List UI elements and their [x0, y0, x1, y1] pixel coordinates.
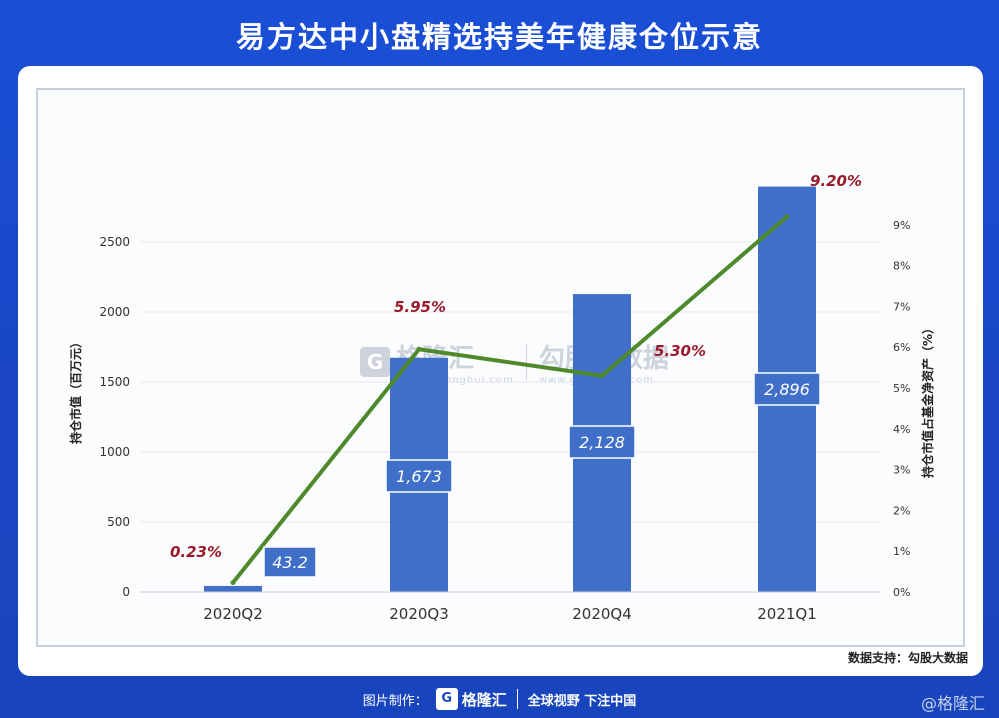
watermark-divider: [525, 344, 527, 380]
page-title: 易方达中小盘精选持美年健康仓位示意: [235, 20, 763, 54]
footer-divider: [516, 689, 518, 709]
watermark-logo-icon: G: [360, 347, 390, 377]
footer: 图片制作： G 格隆汇 全球视野 下注中国: [0, 684, 999, 714]
watermark-data-brand: 勾股大数据: [538, 344, 669, 374]
footer-made-by: 图片制作：: [362, 693, 428, 709]
corner-watermark: @格隆汇: [920, 694, 985, 713]
watermark-data-url: www.gogudata.com: [538, 375, 654, 386]
watermark-brand-url: www.gelonghui.com: [396, 375, 514, 386]
watermark-data-block: 勾股大数据 www.gogudata.com: [539, 338, 669, 386]
footer-logo-icon: G: [435, 688, 458, 710]
watermark: G 格隆汇 www.gelonghui.com 勾股大数据 www.goguda…: [360, 338, 669, 386]
watermark-brand-block: 格隆汇 www.gelonghui.com: [396, 338, 514, 386]
footer-brand: 格隆汇: [461, 690, 507, 709]
watermark-brand: 格隆汇: [396, 344, 475, 374]
footer-slogan: 全球视野 下注中国: [527, 693, 637, 709]
